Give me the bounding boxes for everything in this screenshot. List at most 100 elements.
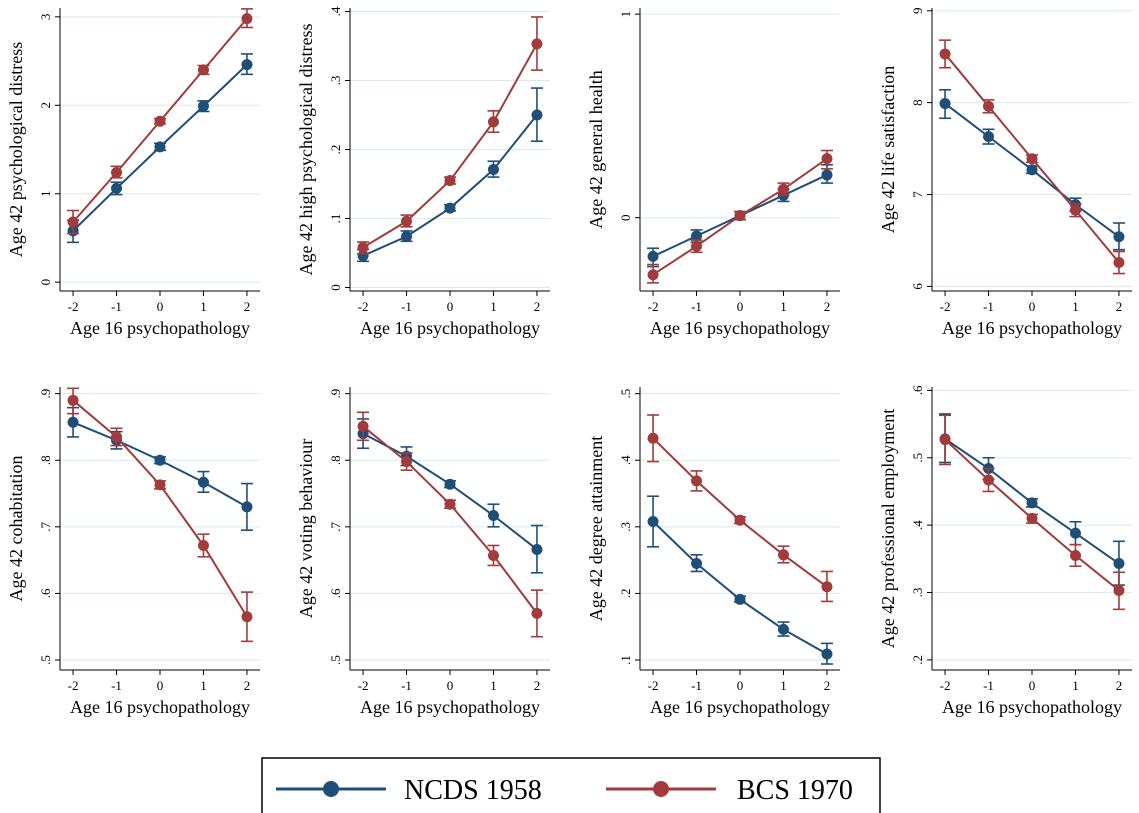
data-point xyxy=(401,215,413,227)
x-tick-label: 2 xyxy=(534,299,541,314)
series-ncds xyxy=(939,413,1125,586)
legend-label-bcs: BCS 1970 xyxy=(737,775,853,806)
data-point xyxy=(734,593,746,605)
x-axis-label: Age 16 psychopathology xyxy=(70,318,250,338)
chart-panel: .5 .6 .7 .8 .9 -2 -1 0 1 2 Age 16 psychopathology A… xyxy=(296,387,550,717)
data-point xyxy=(154,141,166,153)
y-tick-label: .2 xyxy=(910,655,925,665)
data-point xyxy=(734,514,746,526)
x-tick-label: 0 xyxy=(737,299,744,314)
data-point xyxy=(1069,549,1081,561)
y-tick-label: .1 xyxy=(328,214,343,224)
data-point xyxy=(647,250,659,262)
y-tick-label: .7 xyxy=(328,521,343,531)
y-tick-label: 3 xyxy=(38,14,53,21)
x-tick-label: -2 xyxy=(648,299,659,314)
y-tick-label: .5 xyxy=(38,655,53,665)
data-point xyxy=(444,175,456,187)
series-bcs xyxy=(357,16,543,255)
series-bcs xyxy=(939,414,1125,611)
data-point xyxy=(67,394,79,406)
y-tick-label: .6 xyxy=(38,588,53,598)
legend-item-ncds: NCDS 1958 xyxy=(276,775,542,806)
x-tick-label: 2 xyxy=(824,299,831,314)
x-tick-label: 1 xyxy=(1072,299,1079,314)
data-point xyxy=(1026,153,1038,165)
x-axis-label: Age 16 psychopathology xyxy=(942,318,1122,338)
data-point xyxy=(691,475,703,487)
x-tick-label: 2 xyxy=(824,678,831,693)
chart-panel: 0 1 -2 -1 0 1 2 Age 16 psychopathology Age 42 ge… xyxy=(586,8,840,338)
data-point xyxy=(401,230,413,242)
legend-marker-bcs xyxy=(653,781,669,797)
data-point xyxy=(531,38,543,50)
y-tick-label: 2 xyxy=(38,102,53,109)
y-tick-label: .4 xyxy=(328,6,343,16)
x-tick-label: 1 xyxy=(200,678,207,693)
x-tick-label: -1 xyxy=(983,678,994,693)
y-axis-label: Age 42 voting behaviour xyxy=(296,439,316,618)
x-tick-label: -1 xyxy=(111,299,122,314)
data-point xyxy=(777,549,789,561)
data-point xyxy=(734,210,746,222)
x-tick-label: 1 xyxy=(200,299,207,314)
chart-panel: .1 .2 .3 .4 .5 -2 -1 0 1 2 Age 16 psychopathology A… xyxy=(586,387,840,717)
legend-box xyxy=(261,757,881,813)
data-point xyxy=(487,549,499,561)
data-point xyxy=(1069,527,1081,539)
data-point xyxy=(241,13,253,25)
y-tick-label: .5 xyxy=(328,655,343,665)
data-point xyxy=(444,202,456,214)
y-tick-label: .5 xyxy=(910,453,925,463)
x-tick-label: -1 xyxy=(401,678,412,693)
series-bcs xyxy=(647,414,833,603)
x-tick-label: 0 xyxy=(157,678,164,693)
data-point xyxy=(531,109,543,121)
x-tick-label: 0 xyxy=(447,299,454,314)
legend-item-bcs: BCS 1970 xyxy=(606,775,853,806)
data-point xyxy=(1113,558,1125,570)
series-bcs xyxy=(357,411,543,638)
series-bcs xyxy=(647,149,833,284)
x-tick-label: 2 xyxy=(244,678,251,693)
y-tick-label: .3 xyxy=(618,522,633,532)
y-tick-label: .1 xyxy=(618,655,633,665)
x-tick-label: 0 xyxy=(157,299,164,314)
data-point xyxy=(647,269,659,281)
data-point xyxy=(154,115,166,127)
x-axis-label: Age 16 psychopathology xyxy=(360,318,540,338)
data-point xyxy=(357,242,369,254)
series-ncds xyxy=(647,495,833,665)
series-bcs xyxy=(67,387,253,643)
series-ncds xyxy=(357,418,543,574)
y-axis-label: Age 42 high psychological distress xyxy=(296,24,316,276)
data-point xyxy=(197,64,209,76)
y-tick-label: .7 xyxy=(38,521,53,531)
y-tick-label: .8 xyxy=(38,455,53,465)
y-tick-label: .9 xyxy=(38,389,53,399)
data-point xyxy=(821,581,833,593)
data-point xyxy=(531,543,543,555)
x-tick-label: -2 xyxy=(358,299,369,314)
x-tick-label: 2 xyxy=(1116,678,1123,693)
x-tick-label: 2 xyxy=(244,299,251,314)
data-point xyxy=(241,611,253,623)
data-point xyxy=(154,479,166,491)
data-point xyxy=(777,183,789,195)
y-tick-label: .6 xyxy=(910,385,925,395)
data-point xyxy=(111,166,123,178)
data-point xyxy=(691,240,703,252)
data-point xyxy=(939,48,951,60)
y-tick-label: 8 xyxy=(910,99,925,106)
legend-label-ncds: NCDS 1958 xyxy=(404,775,542,806)
data-point xyxy=(111,431,123,443)
y-tick-label: .9 xyxy=(328,389,343,399)
x-tick-label: -2 xyxy=(358,678,369,693)
y-tick-label: 1 xyxy=(618,11,633,18)
series-line xyxy=(362,432,538,551)
y-tick-label: 0 xyxy=(618,214,633,221)
series-bcs xyxy=(67,8,253,235)
data-point xyxy=(691,230,703,242)
chart-panel: 0 .1 .2 .3 .4 -2 -1 0 1 2 Age 16 psychopathology Ag… xyxy=(296,6,550,338)
x-axis-label: Age 16 psychopathology xyxy=(70,697,250,717)
